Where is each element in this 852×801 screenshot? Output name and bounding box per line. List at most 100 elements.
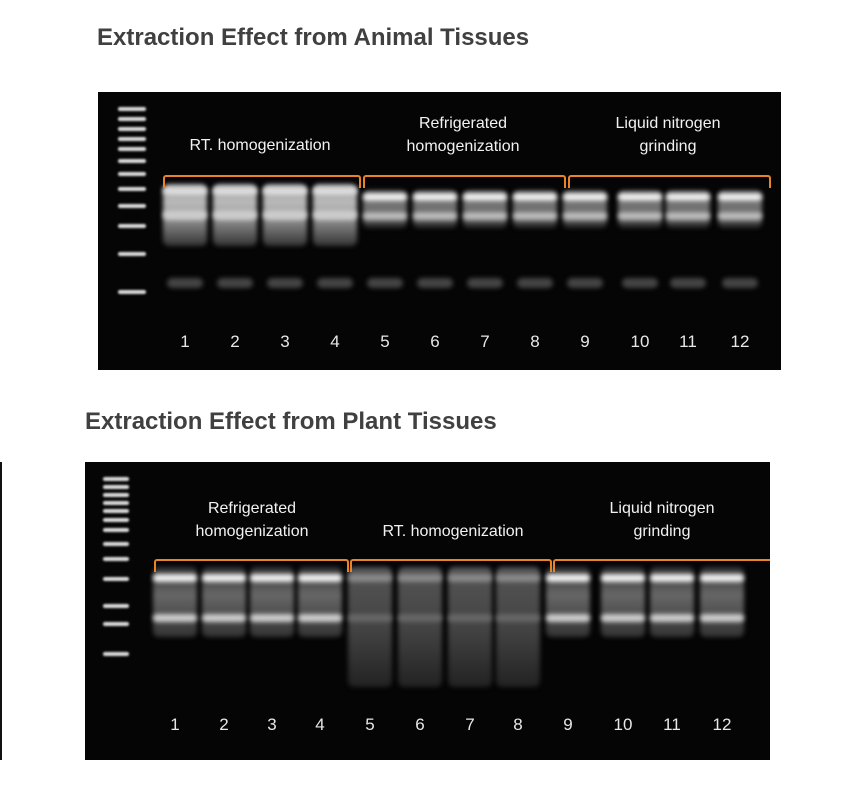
- dna-band: [163, 187, 207, 195]
- lane-number: 12: [712, 715, 732, 734]
- lane-number: 3: [267, 715, 277, 734]
- dna-band: [363, 193, 407, 201]
- dna-band: [348, 614, 392, 622]
- ladder-band: [118, 204, 146, 208]
- ladder-band: [103, 577, 129, 581]
- dna-band: [546, 574, 590, 582]
- dna-band: [263, 187, 307, 195]
- group-label-line: grinding: [633, 523, 691, 540]
- lane-number: 3: [280, 332, 290, 351]
- ladder-band: [118, 159, 146, 163]
- low-band: [167, 278, 203, 288]
- ladder-band: [103, 542, 129, 546]
- dna-band: [213, 187, 257, 195]
- dna-band: [650, 614, 694, 622]
- dna-band: [463, 212, 507, 220]
- dna-band: [398, 574, 442, 582]
- dna-band: [448, 574, 492, 582]
- lane-number: 12: [730, 332, 750, 351]
- lane-number: 2: [219, 715, 229, 734]
- lane-number: 7: [480, 332, 490, 351]
- dna-band: [618, 193, 662, 201]
- group-bracket: [568, 175, 771, 188]
- dna-band: [213, 210, 257, 220]
- group-label: Refrigerated homogenization: [196, 497, 309, 543]
- group-label-line: Refrigerated: [207, 500, 297, 517]
- lane-number: 4: [330, 332, 340, 351]
- lane-number: 7: [465, 715, 475, 734]
- dna-band: [163, 210, 207, 220]
- ladder-band: [103, 509, 129, 513]
- low-band: [267, 278, 303, 288]
- lane-number: 5: [380, 332, 390, 351]
- ladder-band: [118, 127, 146, 131]
- dna-smear: [448, 567, 492, 687]
- group-label-line: RT. homogenization: [189, 137, 331, 154]
- plant-title: Extraction Effect from Plant Tissues: [85, 408, 497, 435]
- dna-band: [718, 212, 762, 220]
- ladder-band: [103, 518, 129, 522]
- group-label: RT. homogenization: [189, 134, 330, 157]
- lane-number: 8: [530, 332, 540, 351]
- ladder-band: [103, 528, 129, 532]
- group-label-line: grinding: [639, 138, 697, 155]
- dna-band: [250, 614, 294, 622]
- dna-band: [298, 574, 342, 582]
- low-band: [367, 278, 403, 288]
- group-bracket: [363, 175, 566, 188]
- lane-number: 2: [230, 332, 240, 351]
- dna-band: [601, 574, 645, 582]
- group-label-line: homogenization: [406, 138, 520, 155]
- ladder-band: [118, 137, 146, 141]
- ladder-band: [118, 290, 146, 294]
- dna-band: [650, 574, 694, 582]
- group-label: RT. homogenization: [382, 520, 523, 543]
- lane-number: 9: [580, 332, 590, 351]
- ladder-band: [118, 224, 146, 228]
- ladder-band: [103, 485, 129, 489]
- group-label-line: Liquid nitrogen: [609, 500, 715, 517]
- dna-band: [666, 193, 710, 201]
- dna-band: [666, 212, 710, 220]
- low-band: [217, 278, 253, 288]
- lane-number: 5: [365, 715, 375, 734]
- group-label-line: Liquid nitrogen: [615, 115, 721, 132]
- ladder-band: [118, 147, 146, 151]
- group-bracket: [553, 559, 770, 572]
- ladder-band: [103, 477, 129, 481]
- ladder-band: [118, 172, 146, 176]
- group-bracket: [350, 559, 552, 572]
- lane-number: 4: [315, 715, 325, 734]
- dna-band: [263, 210, 307, 220]
- dna-band: [718, 193, 762, 201]
- ladder-band: [103, 604, 129, 608]
- left-edge-line: [0, 462, 2, 760]
- dna-band: [313, 187, 357, 195]
- low-band: [622, 278, 658, 288]
- lane-number: 6: [430, 332, 440, 351]
- ladder-band: [103, 652, 129, 656]
- group-bracket: [154, 559, 349, 572]
- dna-band: [563, 212, 607, 220]
- dna-band: [202, 614, 246, 622]
- lane-number: 10: [613, 715, 633, 734]
- low-band: [467, 278, 503, 288]
- dna-smear: [348, 567, 392, 687]
- dna-band: [398, 614, 442, 622]
- dna-band: [413, 212, 457, 220]
- group-label-line: RT. homogenization: [382, 523, 524, 540]
- ladder-band: [118, 252, 146, 256]
- dna-band: [153, 614, 197, 622]
- dna-band: [413, 193, 457, 201]
- ladder-band: [103, 622, 129, 626]
- dna-smear: [496, 567, 540, 687]
- low-band: [670, 278, 706, 288]
- dna-smear: [398, 567, 442, 687]
- lane-number: 11: [679, 332, 697, 351]
- low-band: [567, 278, 603, 288]
- plant-gel-image: 1 2 3 4 5 6 7 8 9 10 11 12 Refrigerated homogenizatio…: [85, 462, 770, 760]
- dna-band: [618, 212, 662, 220]
- low-band: [417, 278, 453, 288]
- animal-gel-image: 1 2 3 4 5 6 7 8 9 10 11 12 RT. homogenization Refrige…: [98, 92, 781, 370]
- lane-number: 6: [415, 715, 425, 734]
